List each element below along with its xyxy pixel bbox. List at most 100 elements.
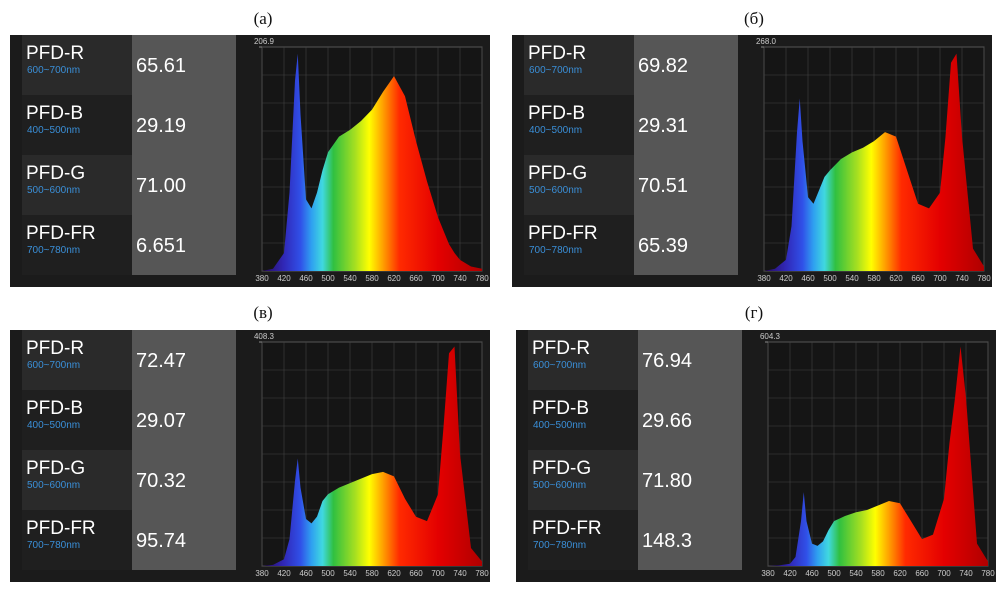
x-tick-label: 540 xyxy=(343,274,357,283)
x-tick-label: 380 xyxy=(761,569,775,578)
wavelength-range: 400~500nm xyxy=(533,420,586,431)
x-tick-label: 500 xyxy=(827,569,841,578)
x-tick-label: 380 xyxy=(255,569,269,578)
parameter-value: 29.19 xyxy=(136,115,186,137)
x-tick-label: 660 xyxy=(911,274,925,283)
value-cell xyxy=(634,155,738,215)
wavelength-range: 700~780nm xyxy=(27,245,80,256)
spectrum-area xyxy=(768,346,988,566)
x-tick-label: 740 xyxy=(955,274,969,283)
value-cell xyxy=(132,155,236,215)
wavelength-range: 500~600nm xyxy=(27,185,80,196)
name-cell xyxy=(524,95,634,155)
x-tick-label: 420 xyxy=(277,569,291,578)
value-cell xyxy=(638,330,742,390)
wavelength-range: 600~700nm xyxy=(27,360,80,371)
parameter-name: PFD-G xyxy=(26,458,85,479)
value-cell xyxy=(634,35,738,95)
x-tick-label: 780 xyxy=(977,274,991,283)
parameter-name: PFD-B xyxy=(528,103,585,124)
name-cell xyxy=(22,390,132,450)
y-max-label: 268.0 xyxy=(756,37,777,46)
parameter-name: PFD-R xyxy=(532,338,590,359)
x-tick-label: 460 xyxy=(299,569,313,578)
parameter-value: 148.3 xyxy=(642,530,692,552)
x-tick-label: 700 xyxy=(937,569,951,578)
value-cell xyxy=(132,95,236,155)
parameter-name: PFD-B xyxy=(26,103,83,124)
name-cell xyxy=(524,155,634,215)
parameter-value: 76.94 xyxy=(642,350,692,372)
x-tick-label: 420 xyxy=(277,274,291,283)
x-tick-label: 380 xyxy=(255,274,269,283)
value-cell xyxy=(638,390,742,450)
parameter-value: 71.80 xyxy=(642,470,692,492)
value-cell xyxy=(132,390,236,450)
parameter-name: PFD-G xyxy=(528,163,587,184)
x-tick-label: 540 xyxy=(343,569,357,578)
name-cell xyxy=(22,215,132,275)
parameter-name: PFD-R xyxy=(528,43,586,64)
x-tick-label: 660 xyxy=(409,569,423,578)
name-cell xyxy=(528,330,638,390)
x-tick-label: 500 xyxy=(823,274,837,283)
x-tick-label: 500 xyxy=(321,569,335,578)
wavelength-range: 700~780nm xyxy=(529,245,582,256)
wavelength-range: 700~780nm xyxy=(27,540,80,551)
x-tick-label: 740 xyxy=(453,274,467,283)
wavelength-range: 400~500nm xyxy=(27,420,80,431)
parameter-value: 95.74 xyxy=(136,530,186,552)
value-cell xyxy=(132,450,236,510)
parameter-name: PFD-G xyxy=(532,458,591,479)
wavelength-range: 500~600nm xyxy=(533,480,586,491)
spectrum-area xyxy=(764,53,984,271)
parameter-name: PFD-G xyxy=(26,163,85,184)
x-tick-label: 620 xyxy=(893,569,907,578)
wavelength-range: 500~600nm xyxy=(529,185,582,196)
parameter-value: 65.61 xyxy=(136,55,186,77)
name-cell xyxy=(22,35,132,95)
x-tick-label: 580 xyxy=(365,569,379,578)
x-tick-label: 540 xyxy=(845,274,859,283)
name-cell xyxy=(524,35,634,95)
x-tick-label: 740 xyxy=(453,569,467,578)
panel-label: (в) xyxy=(253,303,272,322)
x-tick-label: 620 xyxy=(387,274,401,283)
spectrum-area xyxy=(262,346,482,566)
x-tick-label: 420 xyxy=(783,569,797,578)
parameter-value: 72.47 xyxy=(136,350,186,372)
parameter-value: 29.07 xyxy=(136,410,186,432)
x-tick-label: 580 xyxy=(365,274,379,283)
wavelength-range: 700~780nm xyxy=(533,540,586,551)
y-max-label: 206.9 xyxy=(254,37,275,46)
value-cell xyxy=(132,510,236,570)
y-max-label: 604.3 xyxy=(760,332,781,341)
name-cell xyxy=(22,95,132,155)
wavelength-range: 400~500nm xyxy=(529,125,582,136)
x-tick-label: 380 xyxy=(757,274,771,283)
parameter-name: PFD-R xyxy=(26,338,84,359)
name-cell xyxy=(22,330,132,390)
name-cell xyxy=(524,215,634,275)
wavelength-range: 500~600nm xyxy=(27,480,80,491)
x-tick-label: 580 xyxy=(871,569,885,578)
x-tick-label: 580 xyxy=(867,274,881,283)
wavelength-range: 600~700nm xyxy=(533,360,586,371)
parameter-name: PFD-FR xyxy=(26,518,96,539)
x-tick-label: 700 xyxy=(431,274,445,283)
x-tick-label: 460 xyxy=(801,274,815,283)
x-tick-label: 620 xyxy=(889,274,903,283)
parameter-value: 69.82 xyxy=(638,55,688,77)
y-max-label: 408.3 xyxy=(254,332,275,341)
parameter-value: 29.31 xyxy=(638,115,688,137)
name-cell xyxy=(528,390,638,450)
panel-label: (б) xyxy=(744,9,764,28)
name-cell xyxy=(22,510,132,570)
x-tick-label: 540 xyxy=(849,569,863,578)
x-tick-label: 700 xyxy=(431,569,445,578)
